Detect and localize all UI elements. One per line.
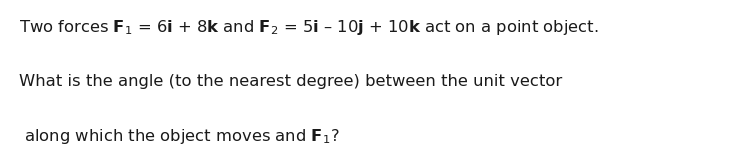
Text: along which the object moves and $\mathbf{F}_1$?: along which the object moves and $\mathb… [19,127,339,146]
Text: Two forces $\mathbf{F}_1$ = 6$\mathbf{i}$ + 8$\mathbf{k}$ and $\mathbf{F}_2$ = 5: Two forces $\mathbf{F}_1$ = 6$\mathbf{i}… [19,18,598,37]
Text: What is the angle (to the nearest degree) between the unit vector: What is the angle (to the nearest degree… [19,74,562,89]
